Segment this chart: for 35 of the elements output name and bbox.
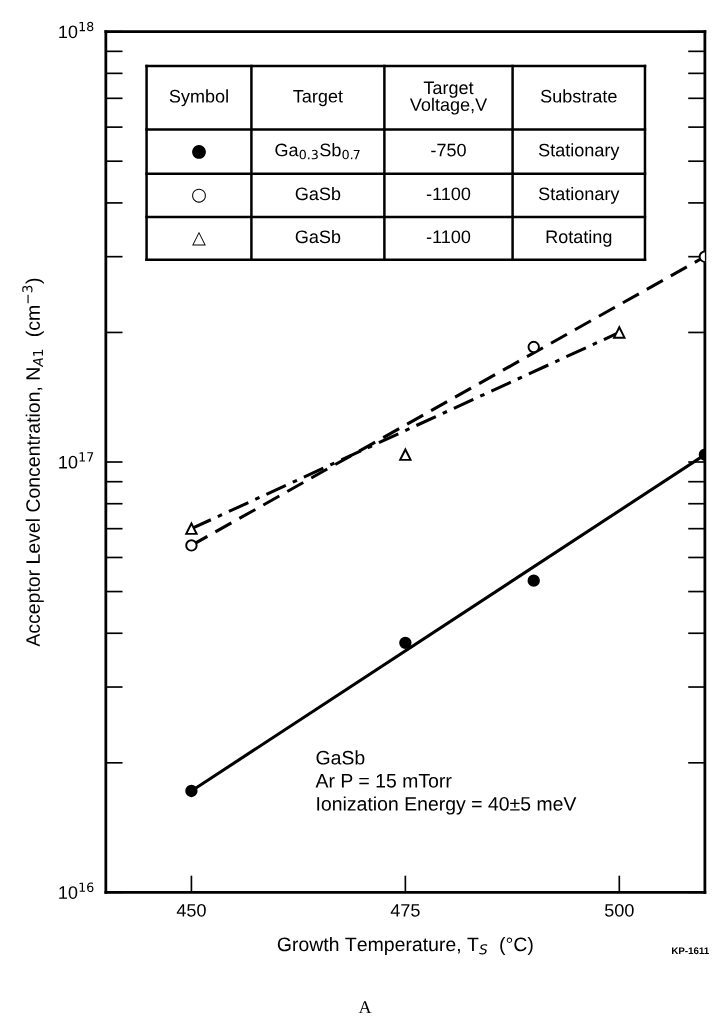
point — [185, 522, 198, 535]
point — [527, 340, 540, 354]
point — [527, 574, 540, 587]
annotation: △ — [192, 231, 206, 246]
point — [399, 448, 412, 461]
point — [185, 784, 198, 798]
annotation: -750 — [431, 143, 466, 157]
annotation: Ga$_{0.3}$Sb$_{0.7}$ — [275, 143, 360, 160]
annotation: GaSb — [295, 186, 341, 201]
point — [613, 326, 626, 339]
y-axis-title: Acceptor Level Concentration, N$_{A1}$ (cm$^{−3}$) — [22, 278, 44, 647]
annotation: ● — [192, 145, 206, 159]
annotation: Stationary — [538, 186, 620, 204]
annotation: Rotating — [546, 229, 612, 247]
annotation: Stationary — [538, 143, 620, 161]
point — [185, 539, 198, 552]
annotation: Substrate — [540, 89, 617, 103]
annotation: GaSb — [295, 229, 341, 244]
point — [399, 636, 412, 650]
annotation: GaSb Ar P = 15 mTorr Ionization Energy = 40±5 meV — [315, 750, 577, 815]
x-tick-label: 475 — [390, 904, 420, 917]
y-tick-label: 10$^{16}$ — [59, 882, 94, 899]
annotation: ○ — [192, 188, 206, 203]
x-tick-label: 450 — [176, 903, 206, 917]
y-tick-label: 10$^{17}$ — [59, 452, 94, 469]
annotation: Symbol — [169, 89, 228, 107]
y-tick-label: 10$^{18}$ — [59, 21, 94, 39]
text: A — [358, 1001, 372, 1014]
annotation: Target — [293, 90, 343, 107]
x-axis-title: Growth Temperature, T$_{S}$ (°C) — [277, 936, 533, 956]
annotation: Target Voltage,V — [409, 81, 488, 115]
annotation: -1100 — [426, 230, 471, 244]
x-tick-label: 500 — [604, 903, 634, 917]
annotation: -1100 — [426, 187, 471, 201]
text: KP-1611 — [672, 947, 709, 955]
